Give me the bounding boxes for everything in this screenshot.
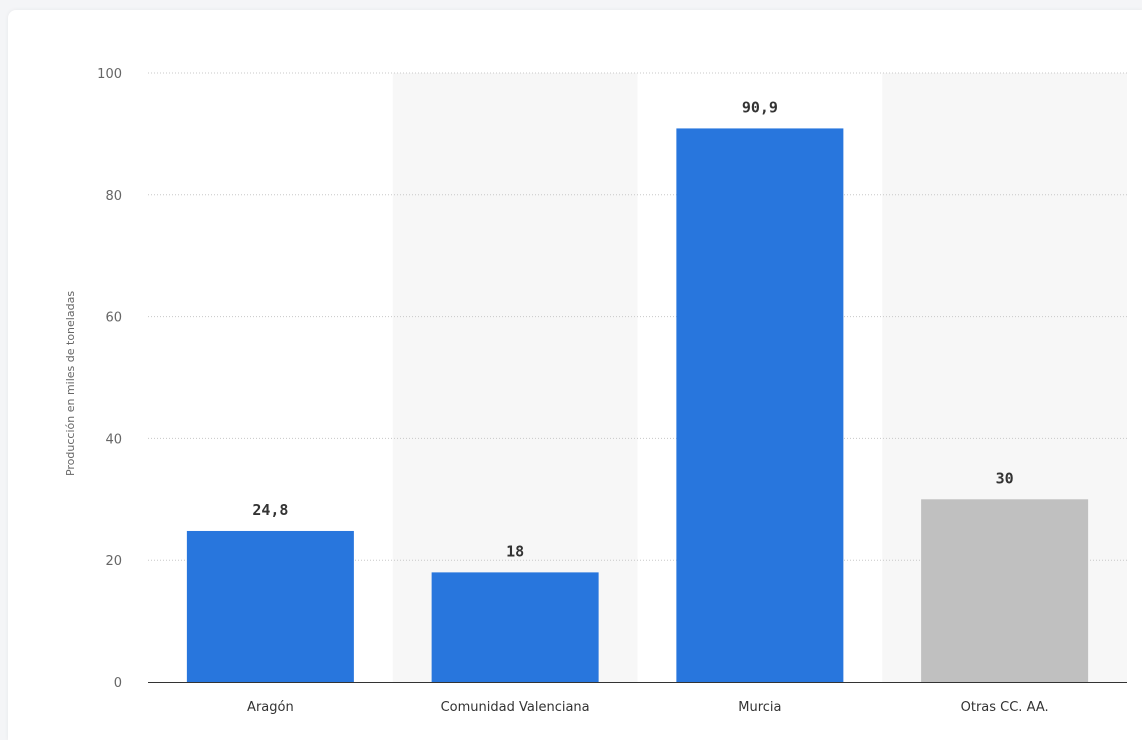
bars <box>186 128 1089 682</box>
data-label: 90,9 <box>742 98 778 116</box>
x-category-label: Comunidad Valenciana <box>441 700 590 715</box>
data-labels: 24,8 18 90,9 30 <box>252 98 1013 560</box>
y-axis-title: Producción en miles de toneladas <box>64 291 77 476</box>
y-tick-label: 100 <box>97 67 122 82</box>
x-axis-categories: Aragón Comunidad Valenciana Murcia Otras CC… <box>247 700 1049 715</box>
data-label: 24,8 <box>252 501 288 519</box>
data-label: 30 <box>996 469 1014 487</box>
data-label: 18 <box>506 542 524 560</box>
bar[interactable] <box>431 572 599 682</box>
y-tick-label: 20 <box>105 554 122 569</box>
gridlines <box>148 72 1127 561</box>
bar[interactable] <box>676 128 844 682</box>
y-tick-label: 80 <box>105 189 122 204</box>
y-axis-ticks: 0 20 40 60 80 100 <box>97 67 122 691</box>
x-category-label: Murcia <box>738 700 781 715</box>
y-tick-label: 40 <box>105 432 122 447</box>
x-category-label: Aragón <box>247 700 294 715</box>
bar[interactable] <box>921 499 1089 682</box>
x-category-label: Otras CC. AA. <box>961 700 1049 715</box>
y-tick-label: 0 <box>114 676 122 691</box>
bar[interactable] <box>186 530 354 682</box>
y-tick-label: 60 <box>105 311 122 326</box>
